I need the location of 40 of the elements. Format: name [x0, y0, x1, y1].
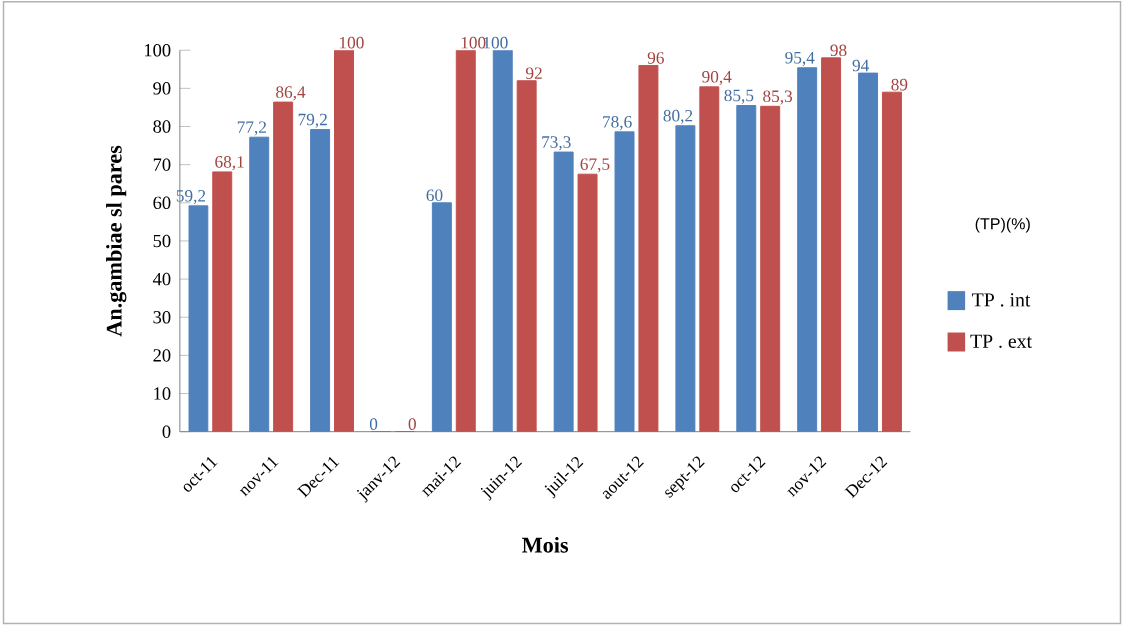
data-label: 60: [426, 189, 443, 202]
data-label: 85,5: [724, 89, 754, 104]
data-label: 90,4: [702, 70, 732, 86]
y-tick-label: 70: [153, 158, 171, 171]
data-label: 59,2: [176, 190, 206, 205]
y-axis-title: An.gambiae sl pares: [106, 145, 127, 337]
data-label: 0: [408, 418, 416, 430]
y-tick-label: 80: [153, 120, 171, 133]
data-label: 100: [339, 36, 364, 49]
x-axis-title: Mois: [522, 537, 569, 553]
data-label: 85,3: [763, 90, 793, 105]
y-tick-label: 60: [153, 196, 171, 210]
data-label: 80,2: [663, 109, 693, 125]
data-label: 77,2: [237, 121, 266, 136]
y-tick-label: 40: [152, 272, 171, 286]
y-tick-label: 0: [162, 425, 171, 438]
y-tick-label: 50: [153, 234, 171, 248]
data-label: 67,5: [580, 158, 610, 173]
data-label: 0: [369, 418, 378, 430]
data-label: 98: [830, 44, 847, 57]
data-label: 89: [891, 78, 908, 91]
data-label: 68,1: [215, 156, 244, 171]
y-tick-label: 20: [153, 349, 171, 362]
data-label: 73,3: [542, 136, 571, 151]
data-label: 95,4: [785, 51, 815, 67]
data-label: 96: [647, 52, 664, 64]
data-label: 94: [852, 59, 870, 72]
y-tick-label: 90: [153, 82, 171, 95]
y-tick-label: 10: [154, 387, 171, 400]
data-label: 100: [483, 36, 508, 49]
data-label: 86,4: [276, 86, 306, 101]
y-tick-label: 30: [153, 311, 171, 324]
legend-title: (TP)(%): [975, 217, 1030, 233]
legend-label: TP . int: [972, 293, 1031, 307]
y-tick-label: 100: [144, 43, 171, 57]
data-label: 78,6: [603, 115, 632, 131]
legend-label: TP . ext: [970, 334, 1032, 348]
data-label: 79,2: [298, 113, 327, 128]
data-label: 100: [461, 36, 486, 49]
data-label: 92: [525, 67, 542, 80]
